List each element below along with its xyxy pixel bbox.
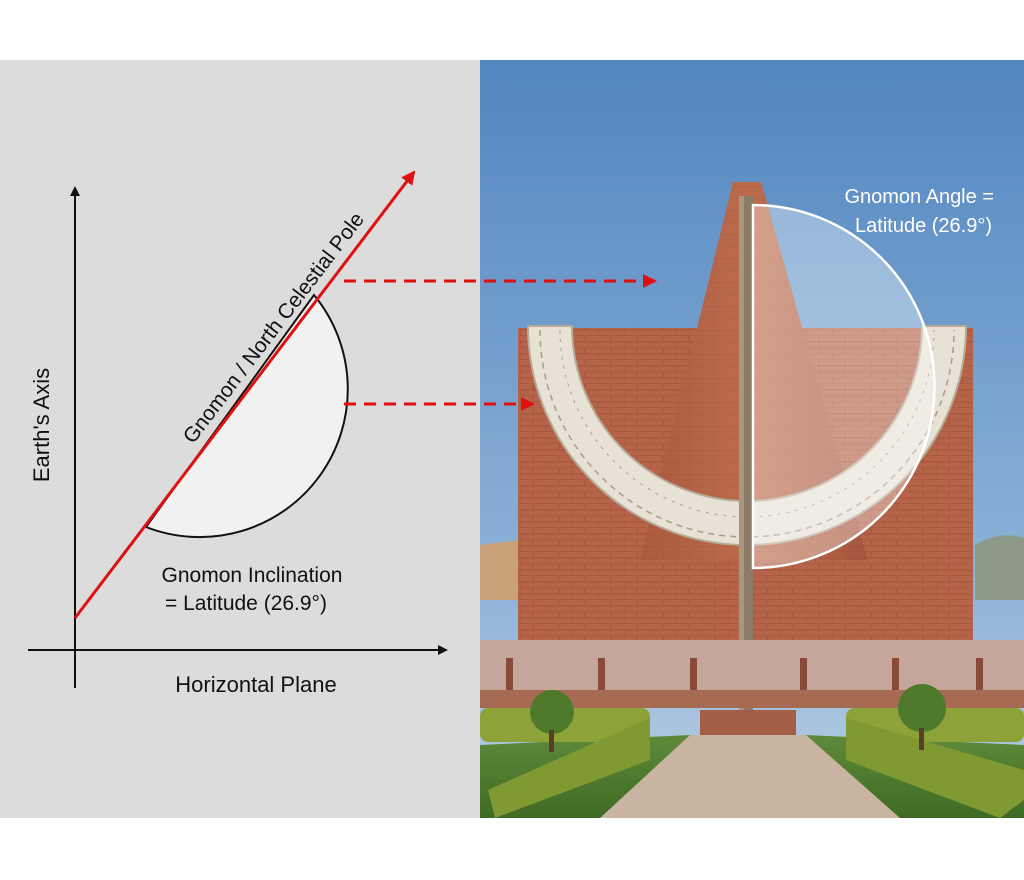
earth-axis-label: Earth's Axis [29, 368, 54, 482]
gnomon-line [73, 170, 416, 619]
gnomon-angle-label-line2: Latitude (26.9°) [855, 215, 992, 237]
latitude-angle-arc [144, 293, 349, 539]
gnomon-angle-label-line1: Gnomon Angle = [844, 186, 994, 208]
inclination-label-line2: = Latitude (26.9°) [165, 592, 327, 615]
jantar-mantar-photo [480, 60, 1024, 818]
horizontal-plane-label: Horizontal Plane [175, 672, 336, 697]
inclination-label-line1: Gnomon Inclination [162, 564, 343, 587]
